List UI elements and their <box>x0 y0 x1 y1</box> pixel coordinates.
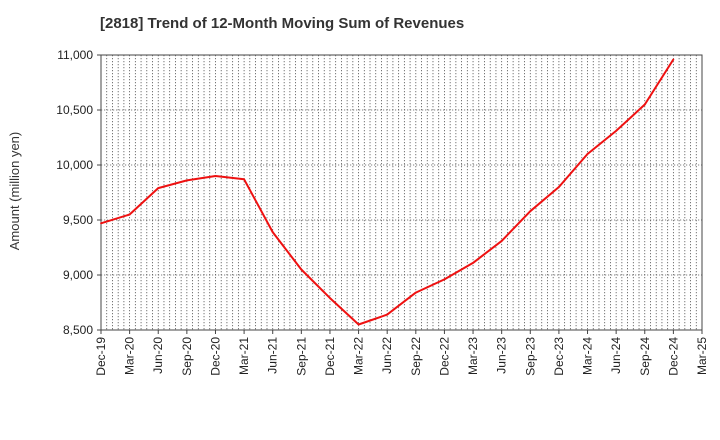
data-point <box>472 262 474 264</box>
y-axis-ticks: 8,500 9,000 9,500 10,000 10,500 11,000 <box>56 48 101 337</box>
data-point <box>157 187 160 190</box>
data-point <box>185 179 188 182</box>
y-tick-label: 8,500 <box>63 323 93 337</box>
series-line <box>100 58 675 326</box>
x-tick-label: Mar-21 <box>237 337 251 375</box>
x-tick-label: Jun-24 <box>609 337 623 374</box>
x-tick-label: Dec-24 <box>666 337 680 376</box>
data-point <box>643 103 646 106</box>
plot-border <box>100 54 703 331</box>
x-tick-label: Mar-24 <box>581 337 595 375</box>
grid-layer <box>101 55 702 330</box>
x-tick-label: Dec-22 <box>437 337 451 376</box>
data-point <box>100 222 102 225</box>
x-tick-label: Mar-20 <box>123 337 137 375</box>
x-tick-label: Mar-25 <box>695 337 709 375</box>
x-tick-label: Mar-23 <box>466 337 480 375</box>
x-tick-label: Sep-20 <box>180 337 194 376</box>
data-point <box>586 153 589 155</box>
x-tick-label: Sep-24 <box>638 337 652 376</box>
data-point <box>443 278 446 281</box>
plot-frame <box>100 54 703 331</box>
data-point <box>500 240 503 242</box>
series-layer <box>100 58 675 326</box>
x-tick-label: Dec-19 <box>94 337 108 376</box>
data-point <box>386 313 389 316</box>
data-point <box>357 323 360 326</box>
x-tick-label: Sep-21 <box>294 337 308 376</box>
data-point <box>558 186 560 188</box>
y-tick-label: 10,000 <box>56 158 93 172</box>
data-point <box>672 58 675 61</box>
chart-title: [2818] Trend of 12-Month Moving Sum of R… <box>100 15 465 32</box>
x-tick-label: Dec-21 <box>323 337 337 376</box>
x-tick-label: Sep-22 <box>409 337 423 376</box>
y-tick-label: 9,500 <box>63 213 93 227</box>
data-point <box>329 297 331 299</box>
y-tick-label: 9,000 <box>63 268 93 282</box>
y-tick-label: 10,500 <box>56 103 93 117</box>
y-axis-title: Amount (million yen) <box>7 132 22 251</box>
data-point <box>243 178 245 181</box>
x-tick-label: Jun-21 <box>266 337 280 374</box>
data-point <box>300 268 303 271</box>
x-tick-label: Jun-20 <box>151 337 165 374</box>
data-point <box>271 231 274 234</box>
x-tick-label: Jun-22 <box>380 337 394 374</box>
data-point <box>615 130 618 132</box>
x-tick-label: Jun-23 <box>495 337 509 374</box>
data-point <box>128 213 131 216</box>
y-tick-label: 11,000 <box>57 48 93 62</box>
data-point <box>529 210 532 213</box>
data-point <box>214 175 217 177</box>
x-tick-label: Sep-23 <box>523 337 537 376</box>
x-tick-label: Dec-20 <box>208 337 222 376</box>
x-axis-ticks: Dec-19 Mar-20 Jun-20 Sep-20 Dec-20 Mar-21 Jun-… <box>94 330 709 376</box>
data-point <box>414 291 417 294</box>
x-tick-label: Dec-23 <box>552 337 566 376</box>
x-tick-label: Mar-22 <box>352 337 366 375</box>
